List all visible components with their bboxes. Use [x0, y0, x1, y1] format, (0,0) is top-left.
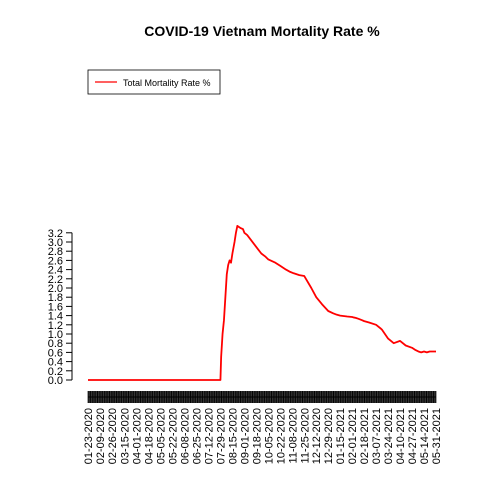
x-tick-label: 01-15-2021 — [335, 408, 347, 464]
legend: Total Mortality Rate % — [87, 69, 221, 95]
x-tick-label: 05-31-2021 — [431, 408, 443, 464]
series-line-mortality-rate — [88, 224, 436, 381]
x-axis: 01-23-2020 02-09-2020 02-26-2020 03-15-2020… — [83, 391, 443, 464]
x-tick-label: 08-15-2020 — [227, 408, 239, 464]
y-tick-label: 0.2 — [48, 366, 63, 378]
x-tick-label: 04-18-2020 — [144, 408, 156, 464]
x-tick-label: 07-29-2020 — [215, 408, 227, 464]
x-tick-label: 12-12-2020 — [311, 408, 323, 464]
y-tick-label: 1.2 — [48, 320, 63, 332]
y-tick-label: 0.8 — [48, 338, 63, 350]
legend-label: Total Mortality Rate % — [123, 78, 211, 88]
x-tick-label: 10-22-2020 — [275, 408, 287, 464]
y-tick-label: 2.8 — [48, 246, 63, 258]
x-tick-label: 04-10-2021 — [395, 408, 407, 464]
y-tick-label: 1.8 — [48, 292, 63, 304]
x-tick-label: 04-01-2020 — [132, 408, 144, 464]
x-tick-label: 12-29-2020 — [323, 408, 335, 464]
y-tick-label: 3.2 — [48, 228, 63, 240]
x-tick-label: 05-14-2021 — [419, 408, 431, 464]
x-tick-label: 10-05-2020 — [263, 408, 275, 464]
x-tick-label: 02-09-2020 — [95, 408, 107, 464]
x-tick-label: 02-01-2021 — [347, 408, 359, 464]
chart-title: COVID-19 Vietnam Mortality Rate % — [144, 23, 380, 39]
x-tick-label: 11-25-2020 — [299, 408, 311, 463]
plot-area — [88, 224, 436, 381]
x-tick-label: 11-08-2020 — [287, 408, 299, 463]
x-tick-label: 01-23-2020 — [83, 408, 95, 464]
y-tick-label: 1.0 — [48, 329, 63, 341]
legend-box — [87, 69, 221, 95]
y-tick-label: 1.4 — [48, 311, 63, 323]
y-tick-label: 0.0 — [48, 375, 63, 387]
y-tick-label: 1.6 — [48, 301, 63, 313]
y-tick-label: 2.2 — [48, 274, 63, 286]
y-tick-label: 0.6 — [48, 347, 63, 359]
y-tick-label: 0.4 — [48, 357, 63, 369]
x-tick-label: 09-18-2020 — [251, 408, 263, 464]
x-tick-label: 02-18-2021 — [359, 408, 371, 464]
y-tick-label: 3.0 — [48, 237, 63, 249]
x-tick-label: 03-07-2021 — [371, 408, 383, 464]
x-tick-label: 03-24-2021 — [383, 408, 395, 464]
y-tick-label: 2.4 — [48, 265, 63, 277]
y-tick-label: 2.0 — [48, 283, 63, 295]
y-axis: 0.00.20.40.60.81.01.21.41.61.82.02.22.42… — [48, 228, 73, 387]
x-tick-label: 04-27-2021 — [407, 408, 419, 464]
y-tick-label: 2.6 — [48, 255, 63, 267]
x-tick-label: 07-12-2020 — [203, 408, 215, 464]
x-tick-label: 03-15-2020 — [120, 408, 132, 464]
x-tick-label: 06-25-2020 — [191, 408, 203, 464]
x-tick-label: 06-08-2020 — [180, 408, 192, 464]
x-tick-label: 05-22-2020 — [168, 408, 180, 464]
x-tick-label: 05-05-2020 — [156, 408, 168, 464]
x-tick-label: 09-01-2020 — [239, 408, 251, 464]
x-tick-label: 02-26-2020 — [107, 408, 119, 464]
